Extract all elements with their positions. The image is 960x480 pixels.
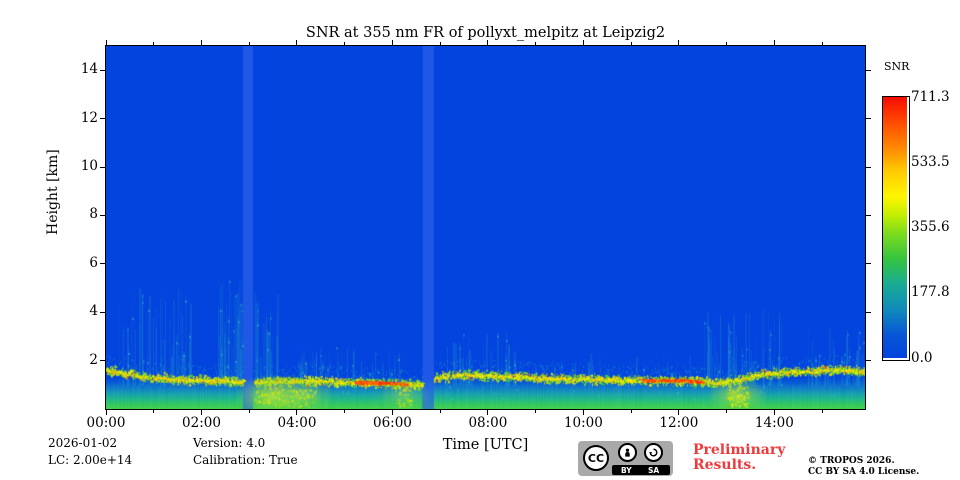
- x-major-tick: [773, 40, 775, 45]
- y-tick-label: 2: [89, 351, 98, 368]
- x-major-tick: [582, 410, 584, 415]
- plot-border: [105, 45, 866, 410]
- preliminary-results-label: Preliminary Results.: [693, 443, 803, 473]
- version-label: Version: 4.0: [193, 436, 266, 450]
- x-minor-tick: [439, 410, 441, 413]
- x-major-tick: [200, 410, 202, 415]
- copyright-line2: CC BY SA 4.0 License.: [808, 467, 920, 478]
- x-tick-label: 00:00: [86, 415, 126, 431]
- y-major-tick: [866, 311, 871, 313]
- colorbar-tick-label: 355.6: [911, 219, 950, 236]
- copyright-line1: © TROPOS 2026.: [808, 456, 895, 466]
- x-minor-tick: [248, 410, 250, 413]
- y-tick-label: 14: [80, 61, 98, 78]
- x-major-tick: [487, 40, 489, 45]
- y-major-tick: [100, 214, 105, 216]
- colorbar-gradient: [883, 97, 907, 358]
- cc-sa-label: SA: [648, 466, 660, 475]
- x-minor-tick: [821, 410, 823, 413]
- x-minor-tick: [535, 42, 537, 45]
- x-major-tick: [487, 410, 489, 415]
- y-major-tick: [100, 166, 105, 168]
- colorbar-tick-label: 0.0: [911, 349, 933, 366]
- x-minor-tick: [630, 410, 632, 413]
- x-major-tick: [773, 410, 775, 415]
- y-tick-label: 8: [89, 206, 98, 223]
- colorbar-tick-label: 711.3: [911, 88, 950, 105]
- x-tick-label: 14:00: [754, 415, 794, 431]
- x-minor-tick: [344, 42, 346, 45]
- cc-by-sa-badge: CC BY SA: [578, 441, 673, 476]
- y-major-tick: [866, 360, 871, 362]
- y-major-tick: [100, 118, 105, 120]
- x-tick-label: 02:00: [182, 415, 221, 431]
- x-tick-label: 10:00: [563, 415, 603, 431]
- y-major-tick: [100, 69, 105, 71]
- y-tick-label: 6: [89, 254, 98, 271]
- cc-attribution-icon: [618, 443, 637, 462]
- person-icon: [625, 448, 630, 457]
- x-major-tick: [582, 40, 584, 45]
- x-minor-tick: [726, 410, 728, 413]
- x-minor-tick: [439, 42, 441, 45]
- date-label: 2026-01-02: [48, 436, 118, 450]
- x-minor-tick: [153, 42, 155, 45]
- x-tick-label: 12:00: [659, 415, 699, 431]
- calibration-label: Calibration: True: [193, 453, 298, 467]
- y-major-tick: [866, 214, 871, 216]
- y-tick-label: 10: [80, 158, 98, 174]
- colorbar-border: [882, 96, 910, 361]
- copyright-label: © TROPOS 2026. CC BY SA 4.0 License.: [808, 456, 919, 479]
- y-major-tick: [866, 166, 871, 168]
- y-major-tick: [866, 69, 871, 71]
- x-tick-label: 08:00: [468, 415, 508, 431]
- colorbar-tick-label: 177.8: [911, 284, 950, 301]
- x-minor-tick: [153, 410, 155, 413]
- x-minor-tick: [344, 410, 346, 413]
- lidar-constant-label: LC: 2.00e+14: [48, 453, 133, 467]
- x-major-tick: [200, 40, 202, 45]
- cc-sharealike-icon: [644, 443, 663, 462]
- x-major-tick: [105, 410, 107, 415]
- y-tick-label: 4: [89, 303, 98, 320]
- x-major-tick: [296, 410, 298, 415]
- colorbar-title: SNR: [884, 60, 910, 73]
- x-tick-label: 04:00: [277, 415, 317, 431]
- x-minor-tick: [726, 42, 728, 45]
- cc-badge-strip: BY SA: [612, 465, 670, 475]
- cc-logo-icon: CC: [583, 445, 609, 471]
- y-major-tick: [100, 311, 105, 313]
- y-axis-label: Height [km]: [45, 149, 61, 235]
- y-major-tick: [100, 263, 105, 265]
- snr-heatmap: [106, 46, 865, 409]
- x-axis-label: Time [UTC]: [442, 437, 529, 453]
- x-major-tick: [678, 40, 680, 45]
- x-major-tick: [105, 40, 107, 45]
- plot-title: SNR at 355 nm FR of pollyxt_melpitz at L…: [305, 25, 666, 41]
- x-tick-label: 06:00: [372, 415, 412, 431]
- y-major-tick: [866, 118, 871, 120]
- x-major-tick: [391, 40, 393, 45]
- y-tick-label: 12: [80, 109, 98, 126]
- y-major-tick: [100, 360, 105, 362]
- x-minor-tick: [535, 410, 537, 413]
- preliminary-line2: Results.: [693, 456, 757, 473]
- x-major-tick: [391, 410, 393, 415]
- x-major-tick: [296, 40, 298, 45]
- cc-logo-text: CC: [587, 451, 605, 465]
- colorbar-tick-label: 533.5: [911, 153, 950, 170]
- preliminary-line1: Preliminary: [693, 442, 786, 458]
- x-minor-tick: [821, 42, 823, 45]
- sharealike-arrow-icon: [649, 448, 658, 457]
- x-minor-tick: [630, 42, 632, 45]
- x-minor-tick: [248, 42, 250, 45]
- y-major-tick: [866, 263, 871, 265]
- x-major-tick: [678, 410, 680, 415]
- cc-by-label: BY: [621, 466, 632, 475]
